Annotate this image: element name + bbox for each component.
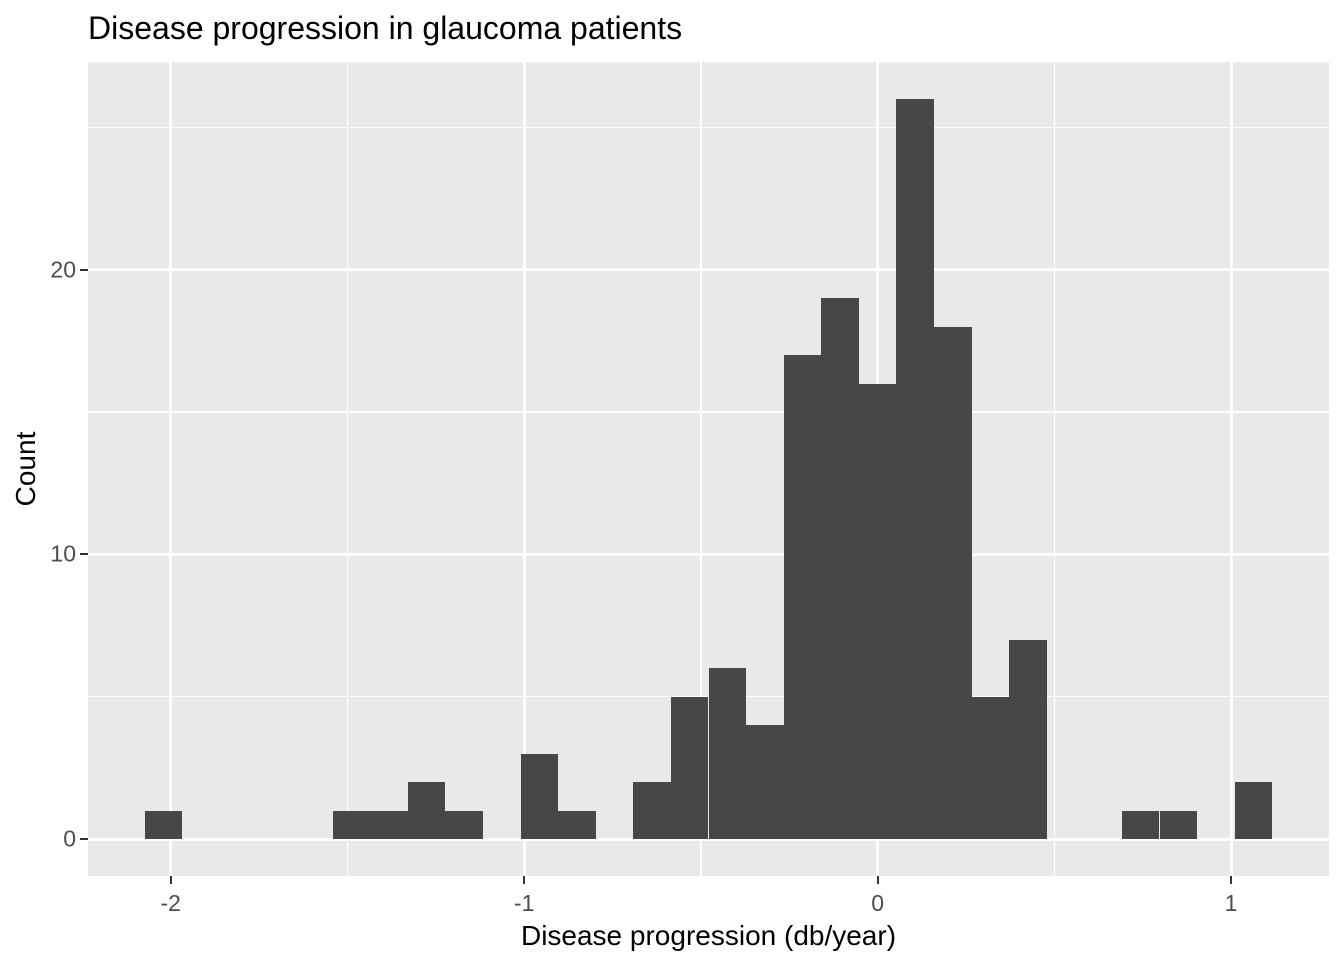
major-gridline-horizontal <box>88 837 1329 841</box>
minor-gridline-horizontal <box>88 695 1329 698</box>
histogram-bar <box>1121 810 1160 839</box>
histogram-bar <box>445 810 483 839</box>
plot-title: Disease progression in glaucoma patients <box>88 10 683 46</box>
minor-gridline-vertical <box>1053 62 1056 876</box>
histogram-bar <box>633 782 671 839</box>
major-gridline-horizontal <box>88 552 1329 556</box>
x-tick-label: -2 <box>160 890 181 916</box>
x-tick-mark <box>169 876 172 884</box>
minor-gridline-horizontal <box>88 411 1329 413</box>
histogram-bar <box>934 326 972 839</box>
histogram-bar <box>670 696 709 839</box>
histogram-bar <box>1009 639 1047 839</box>
y-tick-mark <box>80 553 88 556</box>
major-gridline-vertical <box>1229 62 1233 876</box>
histogram-bar <box>858 383 897 839</box>
y-tick-mark <box>80 268 88 271</box>
histogram-bar <box>558 810 596 839</box>
histogram-bar <box>370 810 408 839</box>
y-tick-label: 10 <box>50 540 76 567</box>
histogram-bar <box>144 810 183 839</box>
histogram-bar <box>821 298 859 839</box>
histogram-bar <box>708 668 747 839</box>
y-axis-title: Count <box>10 431 41 507</box>
histogram-bar <box>746 725 784 839</box>
x-tick-label: 1 <box>1224 890 1238 916</box>
y-tick-label: 0 <box>63 825 76 852</box>
y-tick-label: 20 <box>50 256 76 283</box>
x-tick-label: 0 <box>871 890 885 916</box>
y-tick-mark <box>80 838 88 840</box>
histogram-bar <box>971 696 1010 839</box>
minor-gridline-vertical <box>346 62 349 876</box>
histogram-bar <box>1159 810 1198 839</box>
x-tick-mark <box>523 876 526 884</box>
x-tick-mark <box>1230 876 1233 884</box>
histogram-bar <box>520 753 559 839</box>
minor-gridline-vertical <box>700 62 702 876</box>
major-gridline-vertical <box>169 62 173 876</box>
x-tick-label: -1 <box>513 890 535 916</box>
major-gridline-horizontal <box>88 268 1329 272</box>
histogram-bar <box>1234 782 1273 839</box>
major-gridline-vertical <box>522 62 526 876</box>
histogram-bar <box>783 355 822 839</box>
plot-panel <box>88 62 1329 876</box>
minor-gridline-horizontal <box>88 126 1329 129</box>
histogram-bar <box>896 99 934 839</box>
x-axis-title: Disease progression (db/year) <box>520 920 897 951</box>
histogram-bar <box>332 810 371 839</box>
x-tick-mark <box>876 876 879 884</box>
histogram-bar <box>407 782 446 839</box>
